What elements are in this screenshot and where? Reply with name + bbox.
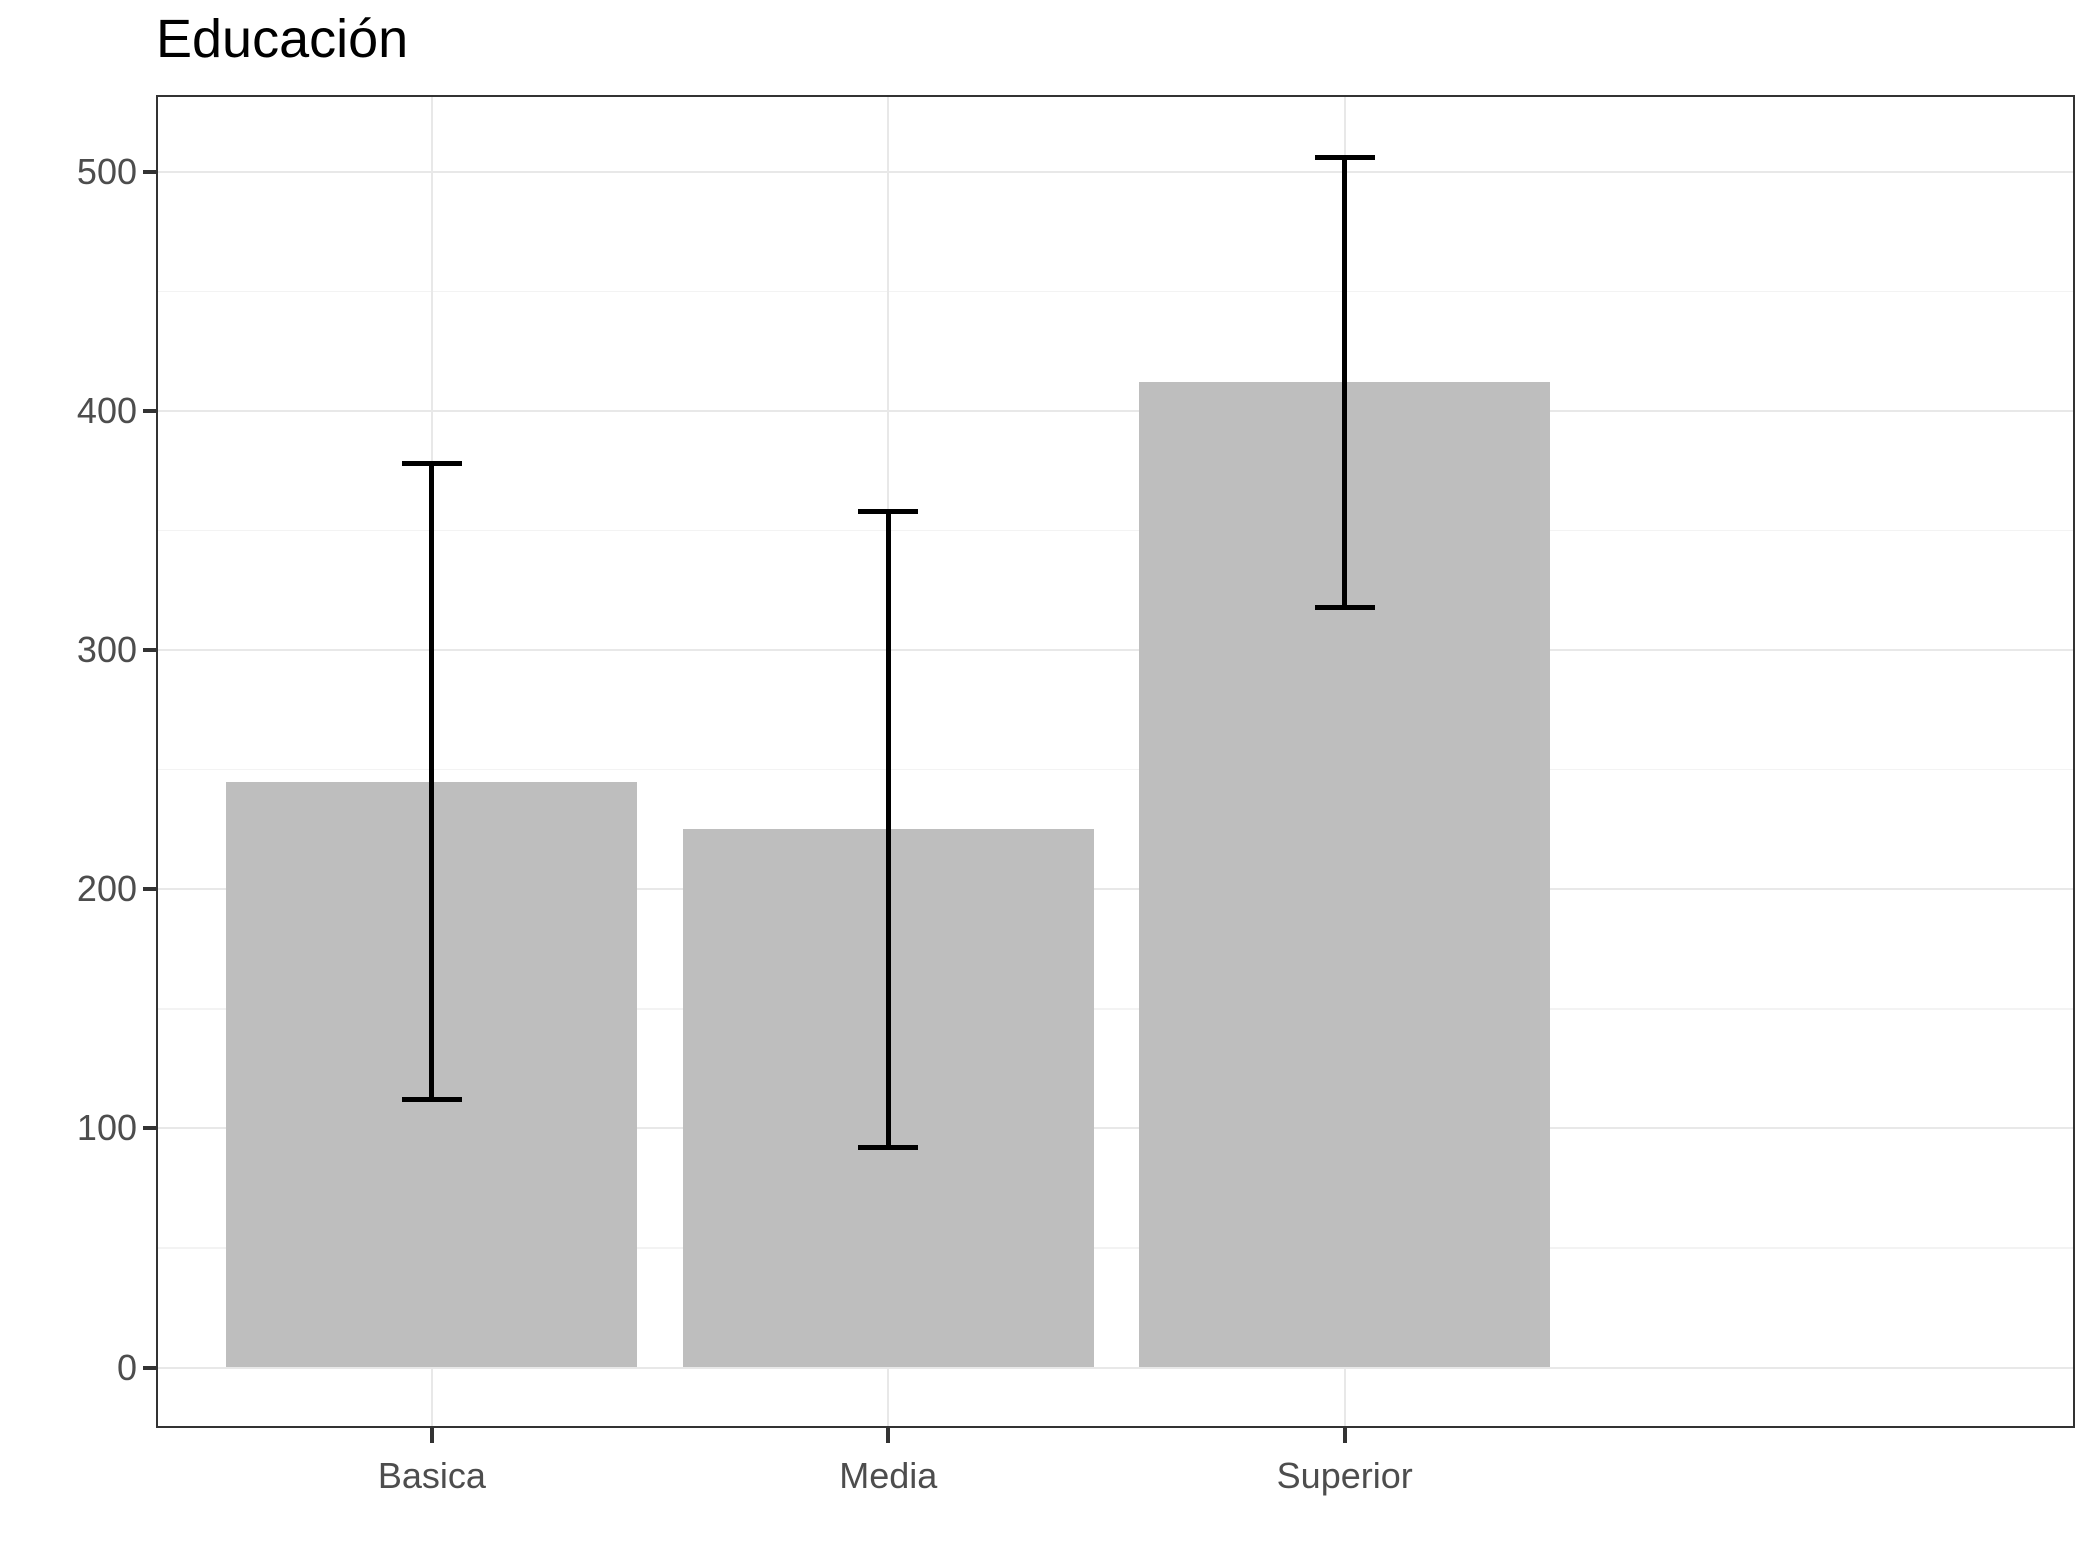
error-bar-line <box>1342 157 1348 608</box>
error-bar-cap-upper <box>401 461 462 467</box>
y-gridline-major <box>158 1127 2075 1130</box>
y-gridline-minor <box>158 529 2075 532</box>
y-gridline-minor <box>158 768 2075 771</box>
y-gridline-major <box>158 170 2075 173</box>
y-gridline-minor <box>158 290 2075 293</box>
error-bar-cap-upper <box>1314 155 1375 160</box>
y-axis-tick <box>143 648 158 653</box>
error-bar-cap-lower <box>401 1097 462 1103</box>
y-gridline-major <box>158 888 2075 891</box>
error-bar-cap-lower <box>1314 604 1375 610</box>
x-axis-tick <box>1342 1428 1347 1443</box>
y-gridline-major <box>158 1366 2075 1369</box>
x-axis-label-superior: Superior <box>1276 1455 1413 1496</box>
y-axis-label: 500 <box>76 150 137 192</box>
error-bar-cap-upper <box>858 508 919 514</box>
error-bar-line <box>429 463 435 1100</box>
error-bar-line <box>885 511 891 1148</box>
y-gridline-minor <box>158 1008 2075 1010</box>
y-axis-label: 300 <box>76 629 137 671</box>
y-axis-tick <box>143 169 158 174</box>
y-gridline-major <box>158 649 2075 652</box>
y-axis-label: 100 <box>76 1107 137 1149</box>
x-axis-label-media: Media <box>839 1455 938 1496</box>
x-axis-label-basica: Basica <box>377 1455 486 1496</box>
y-gridline-minor <box>158 1247 2075 1249</box>
y-gridline-major <box>158 409 2075 412</box>
y-axis-label: 400 <box>76 389 137 431</box>
y-axis-tick <box>143 887 158 892</box>
error-bar-cap-lower <box>858 1145 919 1150</box>
y-axis-label: 200 <box>76 868 137 910</box>
y-axis-tick <box>143 1365 158 1370</box>
y-axis-tick <box>143 408 158 413</box>
y-axis-tick <box>143 1126 158 1131</box>
x-axis-tick <box>429 1428 434 1443</box>
y-axis-label: 0 <box>116 1346 137 1388</box>
chart-title: Educación <box>156 9 409 69</box>
x-axis-tick <box>886 1428 891 1443</box>
